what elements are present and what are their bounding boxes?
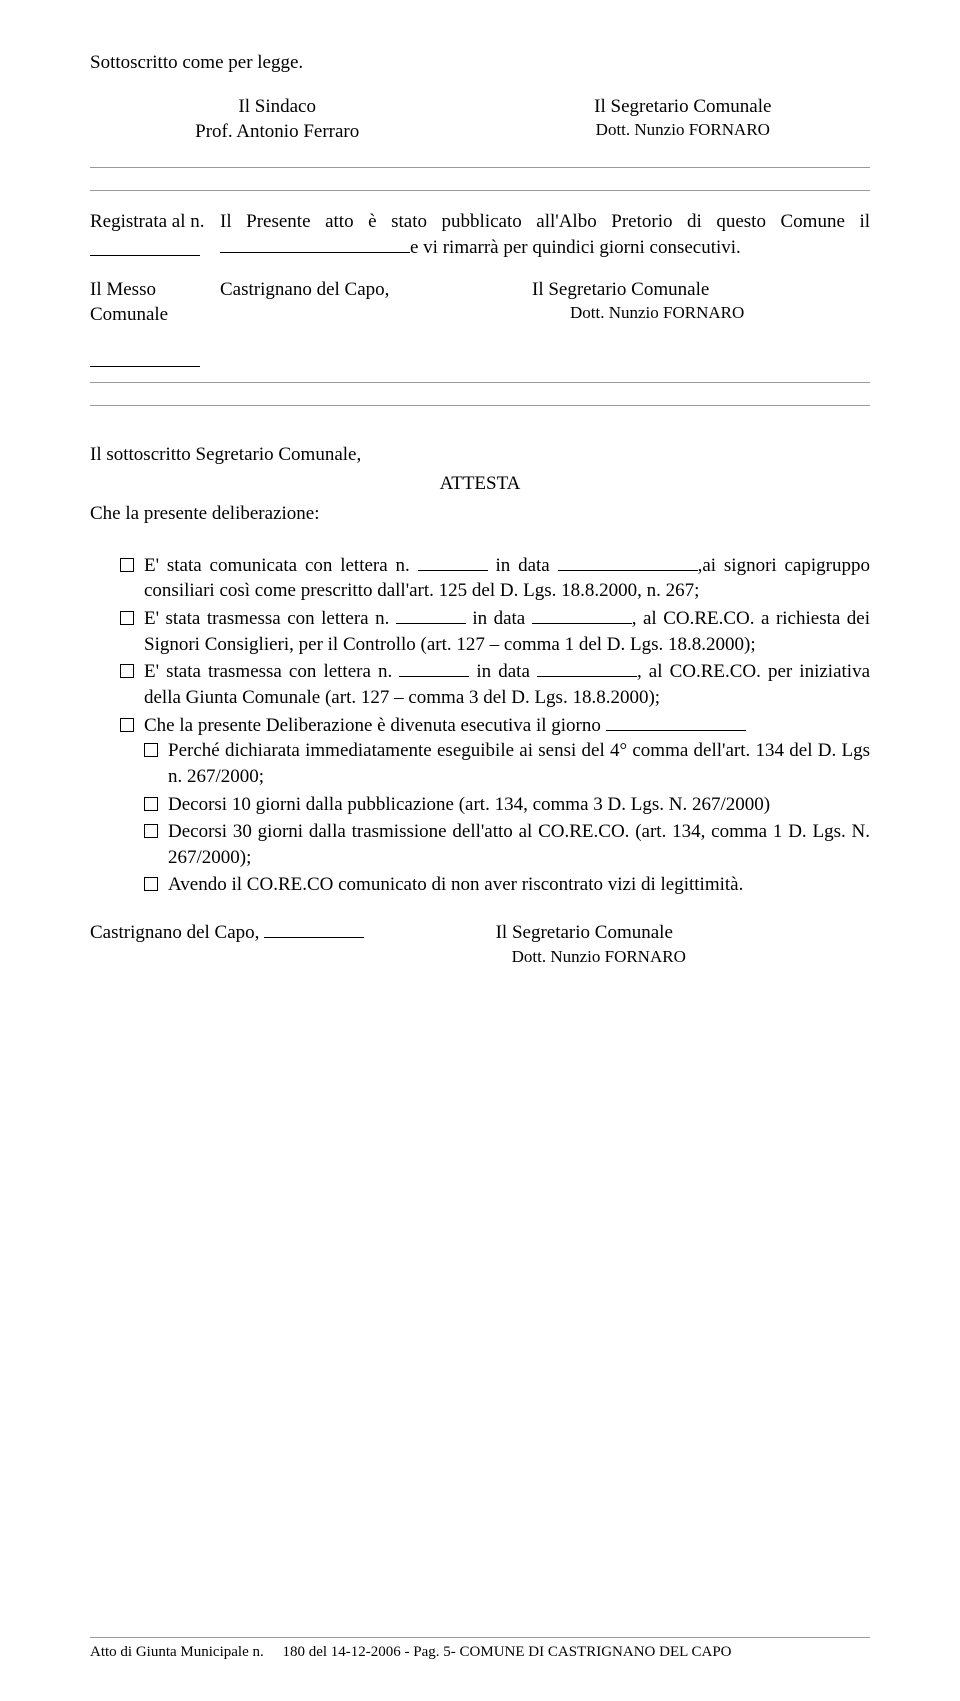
item1-pre: E' stata comunicata con lettera n. <box>144 555 418 576</box>
sub1: Perché dichiarata immediatamente eseguib… <box>168 738 870 789</box>
segretario-name: Dott. Nunzio FORNARO <box>496 119 870 142</box>
footer-right: 180 del 14-12-2006 - Pag. 5- COMUNE DI C… <box>282 1644 731 1660</box>
checkbox-icon <box>120 664 134 678</box>
blank-field <box>532 609 632 624</box>
item3-pre: E' stata trasmessa con lettera n. <box>144 661 399 682</box>
messo-left: Il Messo Comunale <box>90 277 220 372</box>
blank-field <box>537 662 637 677</box>
checkbox-icon <box>120 718 134 732</box>
blank-field <box>558 556 698 571</box>
messo-right: Castrignano del Capo, Il Segretario Comu… <box>220 277 870 326</box>
attesta-block: Il sottoscritto Segretario Comunale, ATT… <box>90 442 870 527</box>
messo-line1: Il Messo <box>90 277 220 303</box>
registration-text: Il Presente atto è stato pubblicato all'… <box>220 209 870 260</box>
document-page: Sottoscritto come per legge. Il Sindaco … <box>0 0 960 1701</box>
sub-checklist: Perché dichiarata immediatamente eseguib… <box>144 738 870 898</box>
blank-field <box>90 346 200 367</box>
sindaco-title: Il Sindaco <box>90 94 464 120</box>
blank-field <box>264 923 364 938</box>
bottom-signature-row: Castrignano del Capo, Il Segretario Comu… <box>90 920 870 969</box>
divider <box>90 1637 870 1638</box>
divider <box>90 167 870 168</box>
bottom-seg-title: Il Segretario Comunale <box>496 920 870 946</box>
checkbox-icon <box>144 824 158 838</box>
sottoscritto-line: Il sottoscritto Segretario Comunale, <box>90 442 870 468</box>
blank-field <box>220 238 410 253</box>
list-item: Decorsi 30 giorni dalla trasmissione del… <box>144 819 870 870</box>
blank-field <box>90 235 200 256</box>
presente-line: Che la presente deliberazione: <box>90 501 870 527</box>
messo-block: Il Messo Comunale Castrignano del Capo, … <box>90 277 870 372</box>
item2-pre: E' stata trasmessa con lettera n. <box>144 608 396 629</box>
reg-text-pre: Il Presente atto è stato pubblicato all'… <box>220 211 870 232</box>
checkbox-icon <box>120 611 134 625</box>
checkbox-icon <box>120 558 134 572</box>
sindaco-block: Il Sindaco Prof. Antonio Ferraro <box>90 94 464 145</box>
blank-field <box>396 609 466 624</box>
item2-mid: in data <box>466 608 532 629</box>
divider <box>90 382 870 383</box>
checklist: E' stata comunicata con lettera n. in da… <box>120 553 870 900</box>
list-item: E' stata trasmessa con lettera n. in dat… <box>120 659 870 710</box>
attesta-label: ATTESTA <box>90 471 870 497</box>
sindaco-name: Prof. Antonio Ferraro <box>90 119 464 145</box>
top-signature-block: Sottoscritto come per legge. Il Sindaco … <box>90 50 870 145</box>
divider <box>90 405 870 406</box>
castrignano-bottom: Castrignano del Capo, <box>90 922 264 943</box>
list-item: Che la presente Deliberazione è divenuta… <box>120 713 870 900</box>
seg-name: Dott. Nunzio FORNARO <box>532 302 870 325</box>
list-item: E' stata comunicata con lettera n. in da… <box>120 553 870 604</box>
sub3: Decorsi 30 giorni dalla trasmissione del… <box>168 819 870 870</box>
seg-title: Il Segretario Comunale <box>532 277 870 303</box>
checkbox-icon <box>144 797 158 811</box>
blank-field <box>606 716 746 731</box>
reg-text-post: e vi rimarrà per quindici giorni consecu… <box>410 237 741 258</box>
sub2: Decorsi 10 giorni dalla pubblicazione (a… <box>168 792 870 818</box>
item3-mid: in data <box>469 661 537 682</box>
list-item: E' stata trasmessa con lettera n. in dat… <box>120 606 870 657</box>
checkbox-icon <box>144 877 158 891</box>
list-item: Avendo il CO.RE.CO comunicato di non ave… <box>144 872 870 898</box>
list-item: Decorsi 10 giorni dalla pubblicazione (a… <box>144 792 870 818</box>
segretario-title: Il Segretario Comunale <box>496 94 870 120</box>
footer-left: Atto di Giunta Municipale n. <box>90 1644 264 1660</box>
divider <box>90 190 870 191</box>
bottom-seg-name: Dott. Nunzio FORNARO <box>496 946 870 969</box>
castrignano-label: Castrignano del Capo, <box>220 277 532 326</box>
item4-pre: Che la presente Deliberazione è divenuta… <box>144 715 606 736</box>
registration-block: Registrata al n. Il Presente atto è stat… <box>90 209 870 261</box>
sub4: Avendo il CO.RE.CO comunicato di non ave… <box>168 872 870 898</box>
registration-left: Registrata al n. <box>90 209 220 261</box>
blank-field <box>418 556 488 571</box>
item1-mid: in data <box>488 555 558 576</box>
messo-line2: Comunale <box>90 302 220 328</box>
registrata-label: Registrata al n. <box>90 209 220 235</box>
checkbox-icon <box>144 743 158 757</box>
page-footer: Atto di Giunta Municipale n. 180 del 14-… <box>90 1627 870 1661</box>
segretario-block: Il Segretario Comunale Dott. Nunzio FORN… <box>496 94 870 145</box>
signature-row: Il Sindaco Prof. Antonio Ferraro Il Segr… <box>90 94 870 145</box>
blank-field <box>399 662 469 677</box>
signed-as-law: Sottoscritto come per legge. <box>90 50 870 76</box>
list-item: Perché dichiarata immediatamente eseguib… <box>144 738 870 789</box>
